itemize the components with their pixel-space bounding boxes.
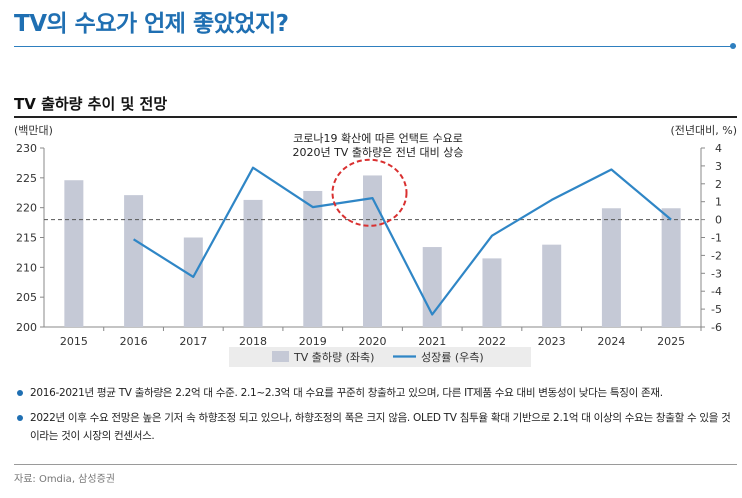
title-divider — [14, 46, 736, 47]
bullet-dot — [17, 415, 23, 421]
y-left-tick-label: 230 — [16, 142, 37, 155]
bullet-item: 2016-2021년 평균 TV 출하량은 2.2억 대 수준. 2.1~2.3… — [14, 384, 732, 402]
bar-shipment — [303, 190, 323, 327]
bullet-item: 2022년 이후 수요 전망은 높은 기저 속 하향조정 되고 있으나, 하향조… — [14, 409, 732, 445]
x-tick-label: 2019 — [299, 335, 327, 348]
x-tick-label: 2015 — [60, 335, 88, 348]
y-right-tick-label: 4 — [715, 142, 722, 155]
x-tick-label: 2024 — [597, 335, 625, 348]
bullet-list: 2016-2021년 평균 TV 출하량은 2.2억 대 수준. 2.1~2.3… — [14, 384, 732, 452]
y-left-tick-label: 200 — [16, 321, 37, 334]
bar-shipment — [243, 199, 263, 327]
y-right-tick-label: 3 — [715, 160, 722, 173]
bar-shipment — [482, 258, 502, 327]
y-right-tick-label: -4 — [711, 285, 722, 298]
bar-shipment — [64, 180, 84, 327]
bullet-text: 2022년 이후 수요 전망은 높은 기저 속 하향조정 되고 있으나, 하향조… — [30, 412, 731, 442]
annotation-text: 코로나19 확산에 따른 언택트 수요로 — [293, 132, 463, 145]
annotation-text: 2020년 TV 출하량은 전년 대비 상승 — [292, 145, 463, 159]
y-right-tick-label: -3 — [711, 267, 722, 280]
y-left-tick-label: 225 — [16, 172, 37, 185]
y-right-tick-label: -2 — [711, 249, 722, 262]
x-tick-label: 2016 — [120, 335, 148, 348]
x-tick-label: 2022 — [478, 335, 506, 348]
bar-shipment — [601, 208, 621, 327]
chart-title-divider — [14, 116, 737, 118]
y-right-tick-label: -1 — [711, 232, 722, 245]
page-title: TV의 수요가 언제 좋았었지? — [14, 11, 289, 37]
y-right-tick-label: 0 — [715, 214, 722, 227]
bar-shipment — [661, 208, 681, 327]
y-right-tick-label: 2 — [715, 178, 722, 191]
x-tick-label: 2017 — [179, 335, 207, 348]
highlight-circle — [331, 158, 408, 227]
footer-divider — [14, 464, 737, 465]
x-tick-label: 2018 — [239, 335, 267, 348]
legend-swatch-bar — [272, 351, 289, 362]
bar-shipment — [542, 244, 562, 327]
y-left-tick-label: 220 — [16, 202, 37, 215]
source-note: 자료: Omdia, 삼성증권 — [14, 474, 115, 485]
y-left-tick-label: 205 — [16, 291, 37, 304]
shipment-chart: 200 205 210 215 220 225 230 (백만대) -6 -5 -4 -3 -2 -1 0 1… — [14, 124, 737, 367]
y-left-tick-label: 210 — [16, 261, 37, 274]
bar-shipment — [363, 175, 382, 327]
y-right-tick-label: -5 — [711, 303, 722, 316]
legend-label-bar: TV 출하량 (좌축) — [293, 350, 374, 364]
legend-label-line: 성장률 (우측) — [421, 351, 484, 364]
growth-line — [133, 166, 672, 316]
x-tick-label: 2021 — [418, 335, 446, 348]
bar-shipment — [124, 195, 144, 327]
x-tick-label: 2025 — [657, 335, 685, 348]
legend — [229, 347, 531, 367]
y-left-axis-label: (백만대) — [14, 124, 53, 137]
title-divider-dot — [730, 43, 736, 49]
bar-shipment — [183, 237, 203, 327]
y-left-tick-label: 215 — [16, 232, 37, 245]
y-right-axis-label: (전년대비, %) — [670, 124, 737, 137]
x-tick-label: 2023 — [538, 335, 566, 348]
chart-title: TV 출하량 추이 및 전망 — [14, 95, 168, 113]
y-right-tick-label: 1 — [715, 196, 722, 209]
y-right-tick-label: -6 — [711, 321, 722, 334]
x-tick-label: 2020 — [359, 335, 387, 348]
bullet-text: 2016-2021년 평균 TV 출하량은 2.2억 대 수준. 2.1~2.3… — [30, 387, 663, 399]
bullet-dot — [17, 390, 23, 396]
